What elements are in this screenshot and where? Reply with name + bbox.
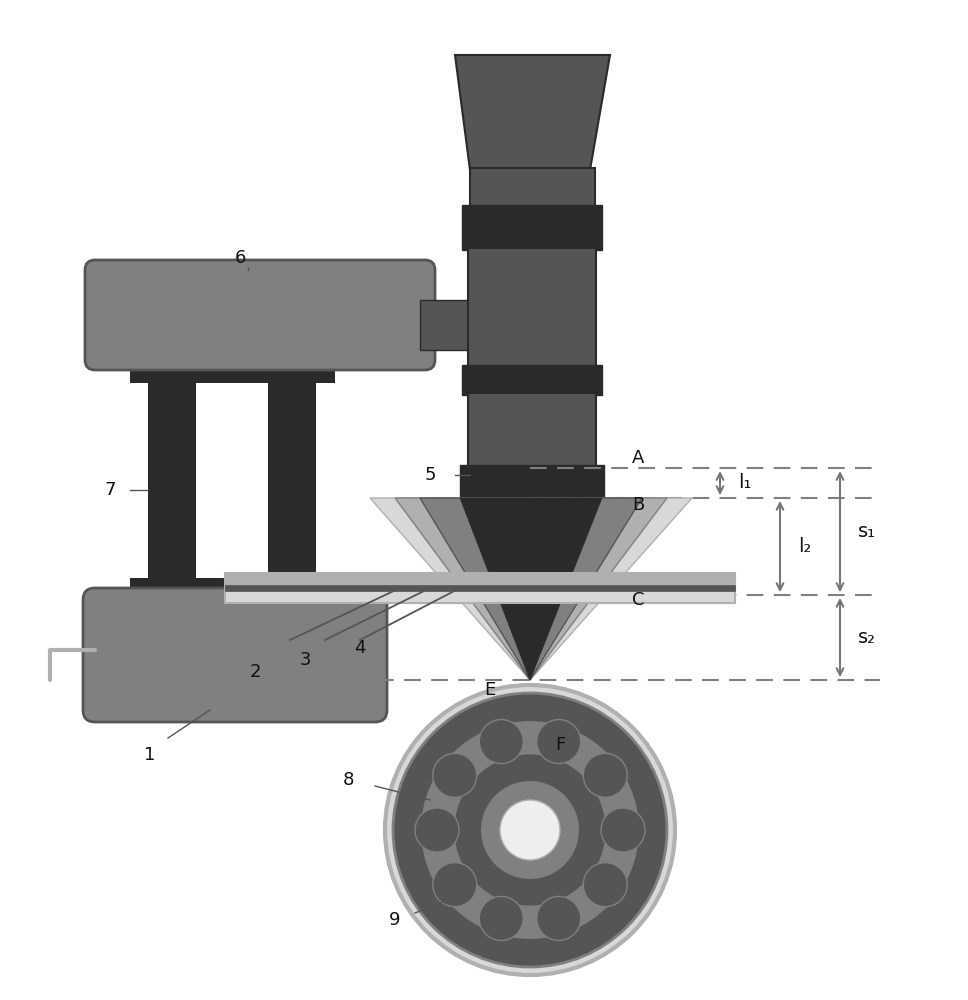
Text: C: C [632, 591, 645, 609]
Circle shape [433, 863, 477, 907]
Text: 3: 3 [299, 651, 311, 669]
Bar [148, 358, 196, 578]
Circle shape [500, 800, 560, 860]
Text: l₂: l₂ [798, 537, 811, 556]
Text: F: F [555, 736, 565, 754]
Bar [470, 168, 595, 208]
Polygon shape [395, 498, 667, 680]
Bar [130, 355, 335, 383]
Polygon shape [455, 55, 610, 170]
Circle shape [536, 896, 581, 940]
Bar [225, 573, 735, 603]
Text: 2: 2 [249, 663, 260, 681]
Bar [462, 365, 602, 395]
Bar [460, 465, 604, 500]
Bar [420, 300, 470, 350]
Bar [462, 205, 602, 250]
Bar [468, 248, 596, 368]
Circle shape [385, 685, 675, 975]
FancyBboxPatch shape [83, 588, 387, 722]
Circle shape [601, 808, 645, 852]
Text: 6: 6 [234, 249, 246, 267]
Text: 1: 1 [144, 746, 156, 764]
Text: 7: 7 [105, 481, 116, 499]
Circle shape [536, 720, 581, 764]
Text: 5: 5 [424, 466, 436, 484]
Circle shape [393, 693, 667, 967]
Circle shape [479, 720, 524, 764]
Text: l₁: l₁ [738, 474, 751, 492]
Polygon shape [370, 498, 692, 680]
Circle shape [433, 753, 477, 797]
Text: B: B [632, 496, 644, 514]
FancyBboxPatch shape [85, 260, 435, 370]
Polygon shape [420, 498, 642, 680]
Text: 4: 4 [354, 639, 366, 657]
Circle shape [480, 780, 580, 880]
Circle shape [479, 896, 524, 940]
Circle shape [584, 753, 627, 797]
Bar [225, 573, 735, 585]
Circle shape [415, 808, 459, 852]
Bar [468, 393, 596, 473]
Text: 9: 9 [389, 911, 401, 929]
Text: 8: 8 [343, 771, 353, 789]
Circle shape [453, 753, 607, 907]
Text: s₂: s₂ [858, 628, 876, 647]
Bar [268, 358, 316, 578]
Circle shape [584, 863, 627, 907]
Text: s₁: s₁ [858, 522, 876, 541]
Bar [225, 585, 735, 591]
Bar [130, 578, 335, 606]
Circle shape [420, 720, 640, 940]
Text: E: E [484, 681, 496, 699]
Text: A: A [632, 449, 644, 467]
Polygon shape [460, 498, 602, 680]
